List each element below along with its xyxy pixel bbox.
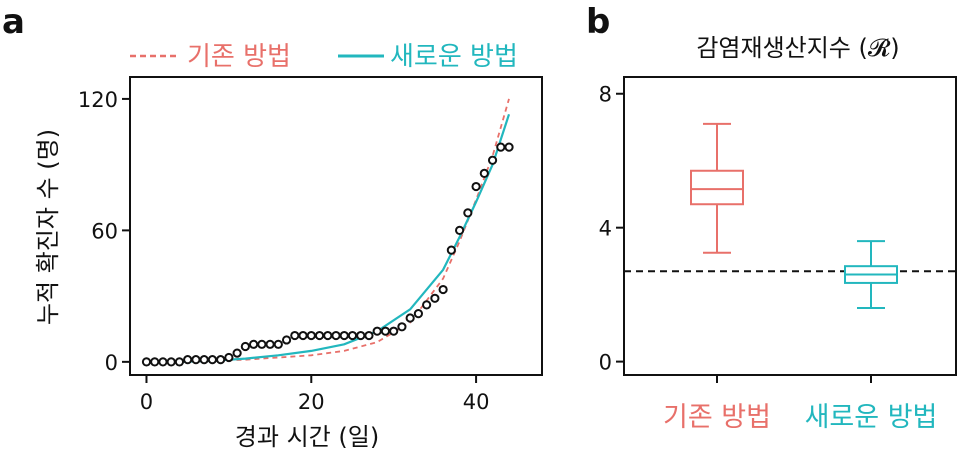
observed-point [323,330,333,341]
observed-point [207,355,217,365]
observed-point [339,330,349,341]
observed-point [347,330,358,341]
observed-point [232,348,242,358]
box-old-method [690,122,744,254]
x-tick-label: 20 [298,390,325,414]
cumulative-cases-chart: 기존 방법 새로운 방법 0 20 40 0 60 120 경과 시간 (일) 누적 확진… [34,42,543,451]
observed-point [331,330,341,341]
observed-point [158,357,168,367]
observed-point [463,208,473,218]
observed-point [273,339,283,349]
box-new-method [844,240,898,310]
y-tick-label-b: 8 [599,83,612,107]
observed-point [249,339,259,349]
plot-frame [129,76,543,376]
legend-old-label: 기존 방법 [187,42,291,72]
observed-point [372,326,382,336]
observed-point [174,357,185,367]
y-tick-label-b: 0 [599,351,612,375]
observed-point [479,168,489,179]
observed-point [430,293,440,303]
x-tick-label: 40 [463,390,490,414]
observed-point [281,335,292,345]
observed-point [166,357,176,367]
panel-a-letter: a [2,2,25,42]
observed-point [199,355,209,365]
observed-point [224,352,234,363]
box-iqr [690,169,744,206]
observed-point [240,341,250,352]
x-axis-title: 경과 시간 (일) [235,423,379,451]
y-axis-title: 누적 확진자 수 (명) [34,129,62,325]
panel-b-letter: b [586,2,610,42]
legend: 기존 방법 새로운 방법 [130,42,518,72]
observed-point [298,330,308,341]
category-label-old: 기존 방법 [663,402,771,433]
observed-point [306,330,316,341]
observed-point [413,309,423,319]
new-method-curve [146,113,511,363]
reproduction-number-chart: 감염재생산지수 (𝓡) 0 4 8 기존 방법 새로운 방법 [599,34,957,433]
observed-point [356,330,366,341]
old-method-curve [146,98,510,363]
observed-point [191,355,201,365]
observed-point [504,142,514,152]
observed-point [446,245,456,255]
x-tick-label: 0 [140,390,153,414]
observed-point [290,330,300,341]
category-label-new: 새로운 방법 [805,402,938,433]
observed-point [150,357,160,367]
observed-point [364,330,374,341]
observed-point [455,225,465,235]
observed-point [141,357,152,367]
observed-point [397,322,407,332]
observed-point [389,326,399,336]
observed-point [216,355,226,365]
y-tick-label: 120 [78,88,118,112]
observed-point [487,155,498,165]
observed-point [471,181,481,192]
observed-point [405,313,415,323]
observed-point [265,339,275,349]
y-tick-label: 0 [105,351,118,375]
observed-point [314,330,325,341]
legend-new-label: 새로운 방법 [390,42,518,72]
observed-point [496,142,506,152]
observed-point [257,339,267,349]
observed-point [422,300,432,310]
y-tick-label: 60 [91,219,118,243]
y-tick-label-b: 4 [599,217,612,241]
plot-frame-b [623,76,957,376]
chart-title: 감염재생산지수 (𝓡) [696,34,899,62]
observed-point [183,355,193,365]
observed-point [380,326,391,336]
observed-point [438,284,448,295]
